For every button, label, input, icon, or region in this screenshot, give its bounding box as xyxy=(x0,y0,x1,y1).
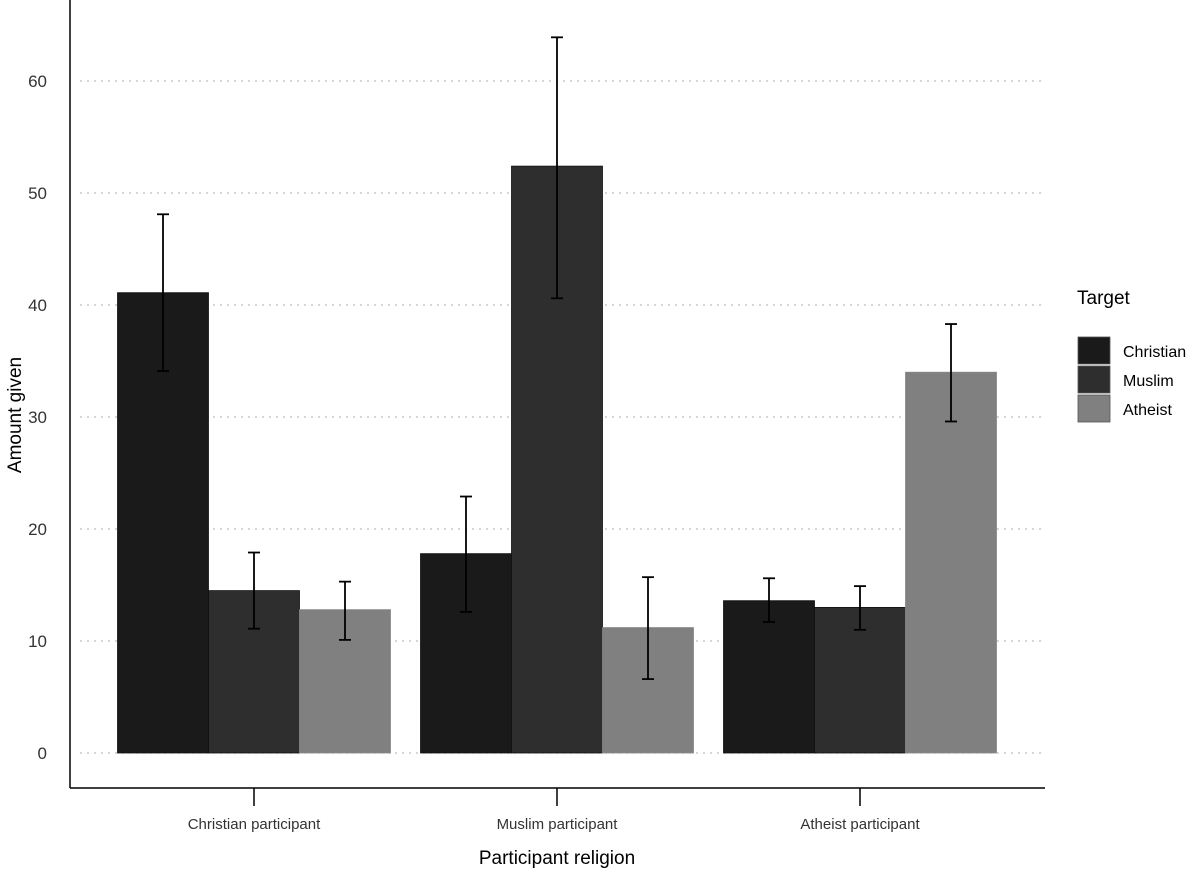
error-bar xyxy=(248,551,260,630)
error-bars xyxy=(157,36,957,680)
y-tick-label: 60 xyxy=(28,72,47,91)
error-bar xyxy=(763,577,775,623)
legend: Target Christian Muslim Atheist xyxy=(1077,288,1186,423)
x-axis-title: Participant religion xyxy=(479,848,635,869)
y-tick-label: 10 xyxy=(28,632,47,651)
legend-label: Christian xyxy=(1123,344,1186,361)
error-bar xyxy=(339,580,351,641)
legend-label: Muslim xyxy=(1123,373,1174,390)
y-tick-label: 0 xyxy=(38,744,47,763)
error-bar xyxy=(157,213,169,372)
x-tick-label: Atheist participant xyxy=(800,816,920,833)
y-tick-label: 50 xyxy=(28,184,47,203)
legend-swatch-christian xyxy=(1077,336,1111,365)
x-tick-label: Christian participant xyxy=(188,816,321,833)
bar-atheist xyxy=(905,371,997,754)
legend-swatch-atheist xyxy=(1077,394,1111,423)
error-bar xyxy=(460,495,472,613)
legend-swatch-muslim xyxy=(1077,365,1111,394)
legend-title: Target xyxy=(1077,288,1131,309)
x-tick-label: Muslim participant xyxy=(497,816,619,833)
y-tick-labels: 0 10 20 30 40 50 60 xyxy=(28,72,47,763)
error-bar xyxy=(945,323,957,423)
x-tick-labels: Christian participant Muslim participant A… xyxy=(188,788,920,833)
error-bar xyxy=(642,576,654,680)
error-bar xyxy=(551,36,563,300)
y-tick-label: 30 xyxy=(28,408,47,427)
bar-christian xyxy=(723,600,815,754)
y-axis-title: Amount given xyxy=(5,357,26,473)
y-tick-label: 20 xyxy=(28,520,47,539)
error-bar xyxy=(854,585,866,631)
y-tick-label: 40 xyxy=(28,296,47,315)
bar-muslim xyxy=(814,607,906,754)
legend-label: Atheist xyxy=(1123,402,1172,419)
